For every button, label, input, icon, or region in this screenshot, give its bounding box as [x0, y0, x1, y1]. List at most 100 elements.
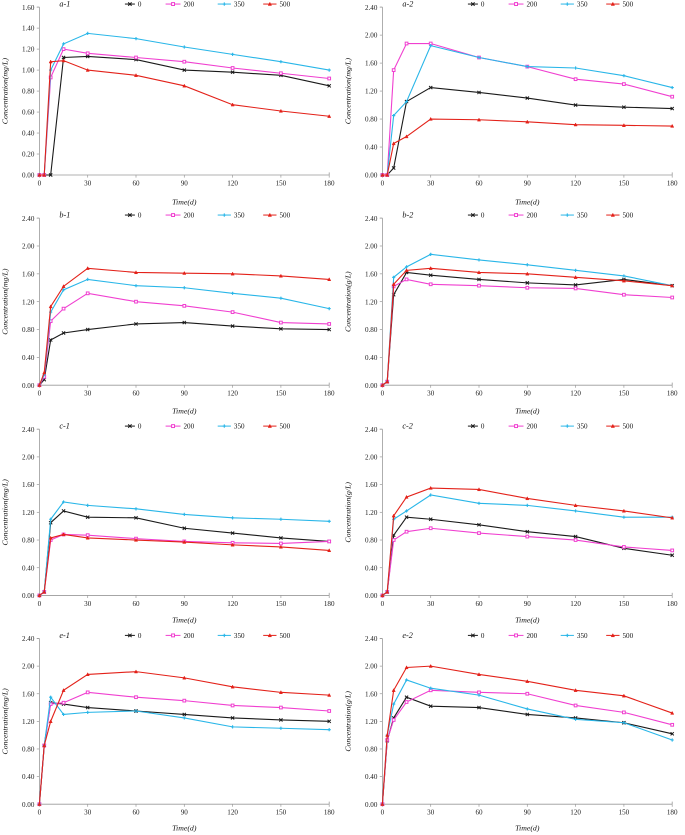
svg-text:500: 500 [280, 211, 291, 219]
svg-text:150: 150 [276, 809, 287, 817]
svg-text:0: 0 [38, 599, 42, 607]
svg-text:2.00: 2.00 [364, 663, 377, 671]
svg-text:Time(d): Time(d) [172, 824, 197, 833]
svg-text:120: 120 [570, 809, 581, 817]
svg-text:2.00: 2.00 [364, 453, 377, 461]
svg-text:180: 180 [666, 599, 677, 607]
svg-text:150: 150 [618, 809, 629, 817]
svg-text:90: 90 [181, 389, 189, 397]
svg-text:60: 60 [475, 389, 483, 397]
svg-text:0.80: 0.80 [22, 326, 35, 334]
svg-text:180: 180 [666, 389, 677, 397]
svg-text:90: 90 [523, 180, 531, 188]
svg-text:0: 0 [38, 809, 42, 817]
svg-text:b-2: b-2 [402, 210, 413, 219]
svg-text:0.40: 0.40 [22, 773, 35, 781]
svg-text:120: 120 [570, 389, 581, 397]
svg-text:2.40: 2.40 [364, 425, 377, 433]
svg-text:0.00: 0.00 [22, 172, 35, 180]
svg-text:0.20: 0.20 [22, 151, 35, 159]
svg-text:1.20: 1.20 [22, 718, 35, 726]
svg-text:0.40: 0.40 [22, 564, 35, 572]
svg-text:200: 200 [184, 422, 195, 430]
svg-text:0: 0 [380, 180, 384, 188]
svg-text:500: 500 [622, 422, 633, 430]
svg-text:1.20: 1.20 [364, 508, 377, 516]
svg-text:30: 30 [427, 389, 435, 397]
svg-text:150: 150 [618, 180, 629, 188]
svg-text:500: 500 [280, 632, 291, 640]
svg-text:Concentration(mg/L): Concentration(mg/L) [1, 688, 10, 755]
svg-text:60: 60 [475, 809, 483, 817]
svg-text:30: 30 [427, 809, 435, 817]
svg-text:500: 500 [622, 1, 633, 9]
svg-text:0.80: 0.80 [364, 536, 377, 544]
svg-text:500: 500 [622, 632, 633, 640]
svg-text:0: 0 [380, 389, 384, 397]
svg-text:2.00: 2.00 [364, 242, 377, 250]
svg-text:60: 60 [132, 599, 140, 607]
svg-text:0: 0 [380, 809, 384, 817]
svg-text:30: 30 [84, 180, 92, 188]
svg-text:120: 120 [227, 389, 238, 397]
svg-text:Concentration(mg/L): Concentration(mg/L) [1, 268, 10, 335]
svg-text:0: 0 [480, 422, 484, 430]
svg-text:500: 500 [280, 422, 291, 430]
svg-text:180: 180 [324, 599, 335, 607]
svg-text:1.60: 1.60 [22, 691, 35, 699]
svg-text:Time(d): Time(d) [515, 824, 540, 833]
svg-text:90: 90 [181, 180, 189, 188]
svg-text:180: 180 [324, 809, 335, 817]
svg-text:200: 200 [526, 422, 537, 430]
svg-text:0.80: 0.80 [364, 116, 377, 124]
svg-text:2.00: 2.00 [22, 242, 35, 250]
svg-text:b-1: b-1 [59, 210, 70, 219]
svg-text:1.20: 1.20 [22, 298, 35, 306]
svg-text:1.60: 1.60 [22, 4, 35, 12]
svg-text:0: 0 [38, 180, 42, 188]
svg-text:2.00: 2.00 [22, 453, 35, 461]
svg-text:200: 200 [526, 211, 537, 219]
svg-text:120: 120 [570, 180, 581, 188]
svg-text:60: 60 [132, 180, 140, 188]
svg-text:Concentration(mg/L): Concentration(mg/L) [1, 58, 10, 125]
svg-text:1.00: 1.00 [22, 67, 35, 75]
svg-text:0.80: 0.80 [22, 536, 35, 544]
svg-text:0: 0 [480, 1, 484, 9]
svg-text:0: 0 [138, 632, 142, 640]
svg-text:150: 150 [618, 599, 629, 607]
svg-text:1.60: 1.60 [22, 270, 35, 278]
svg-text:150: 150 [618, 389, 629, 397]
svg-text:200: 200 [184, 211, 195, 219]
svg-text:350: 350 [576, 632, 587, 640]
svg-text:30: 30 [84, 809, 92, 817]
svg-text:1.20: 1.20 [22, 508, 35, 516]
svg-text:30: 30 [427, 599, 435, 607]
svg-text:120: 120 [227, 180, 238, 188]
svg-text:0.60: 0.60 [22, 109, 35, 117]
svg-text:350: 350 [234, 211, 245, 219]
svg-text:90: 90 [181, 599, 189, 607]
svg-text:180: 180 [666, 180, 677, 188]
svg-text:Time(d): Time(d) [172, 615, 197, 624]
svg-text:1.20: 1.20 [364, 298, 377, 306]
svg-text:Concentration(mg/L): Concentration(mg/L) [343, 58, 352, 125]
svg-text:1.40: 1.40 [22, 25, 35, 33]
svg-text:500: 500 [622, 211, 633, 219]
svg-text:2.40: 2.40 [22, 425, 35, 433]
svg-text:90: 90 [523, 389, 531, 397]
svg-text:e-2: e-2 [402, 631, 412, 640]
svg-text:2.00: 2.00 [22, 663, 35, 671]
svg-text:120: 120 [227, 809, 238, 817]
svg-text:90: 90 [523, 599, 531, 607]
svg-text:350: 350 [234, 632, 245, 640]
svg-text:2.40: 2.40 [22, 215, 35, 223]
svg-text:Time(d): Time(d) [172, 197, 197, 206]
svg-text:500: 500 [280, 1, 291, 9]
svg-text:0: 0 [480, 211, 484, 219]
svg-text:180: 180 [324, 180, 335, 188]
svg-text:30: 30 [84, 599, 92, 607]
svg-text:30: 30 [84, 389, 92, 397]
svg-text:Time(d): Time(d) [172, 406, 197, 415]
svg-text:2.40: 2.40 [364, 215, 377, 223]
